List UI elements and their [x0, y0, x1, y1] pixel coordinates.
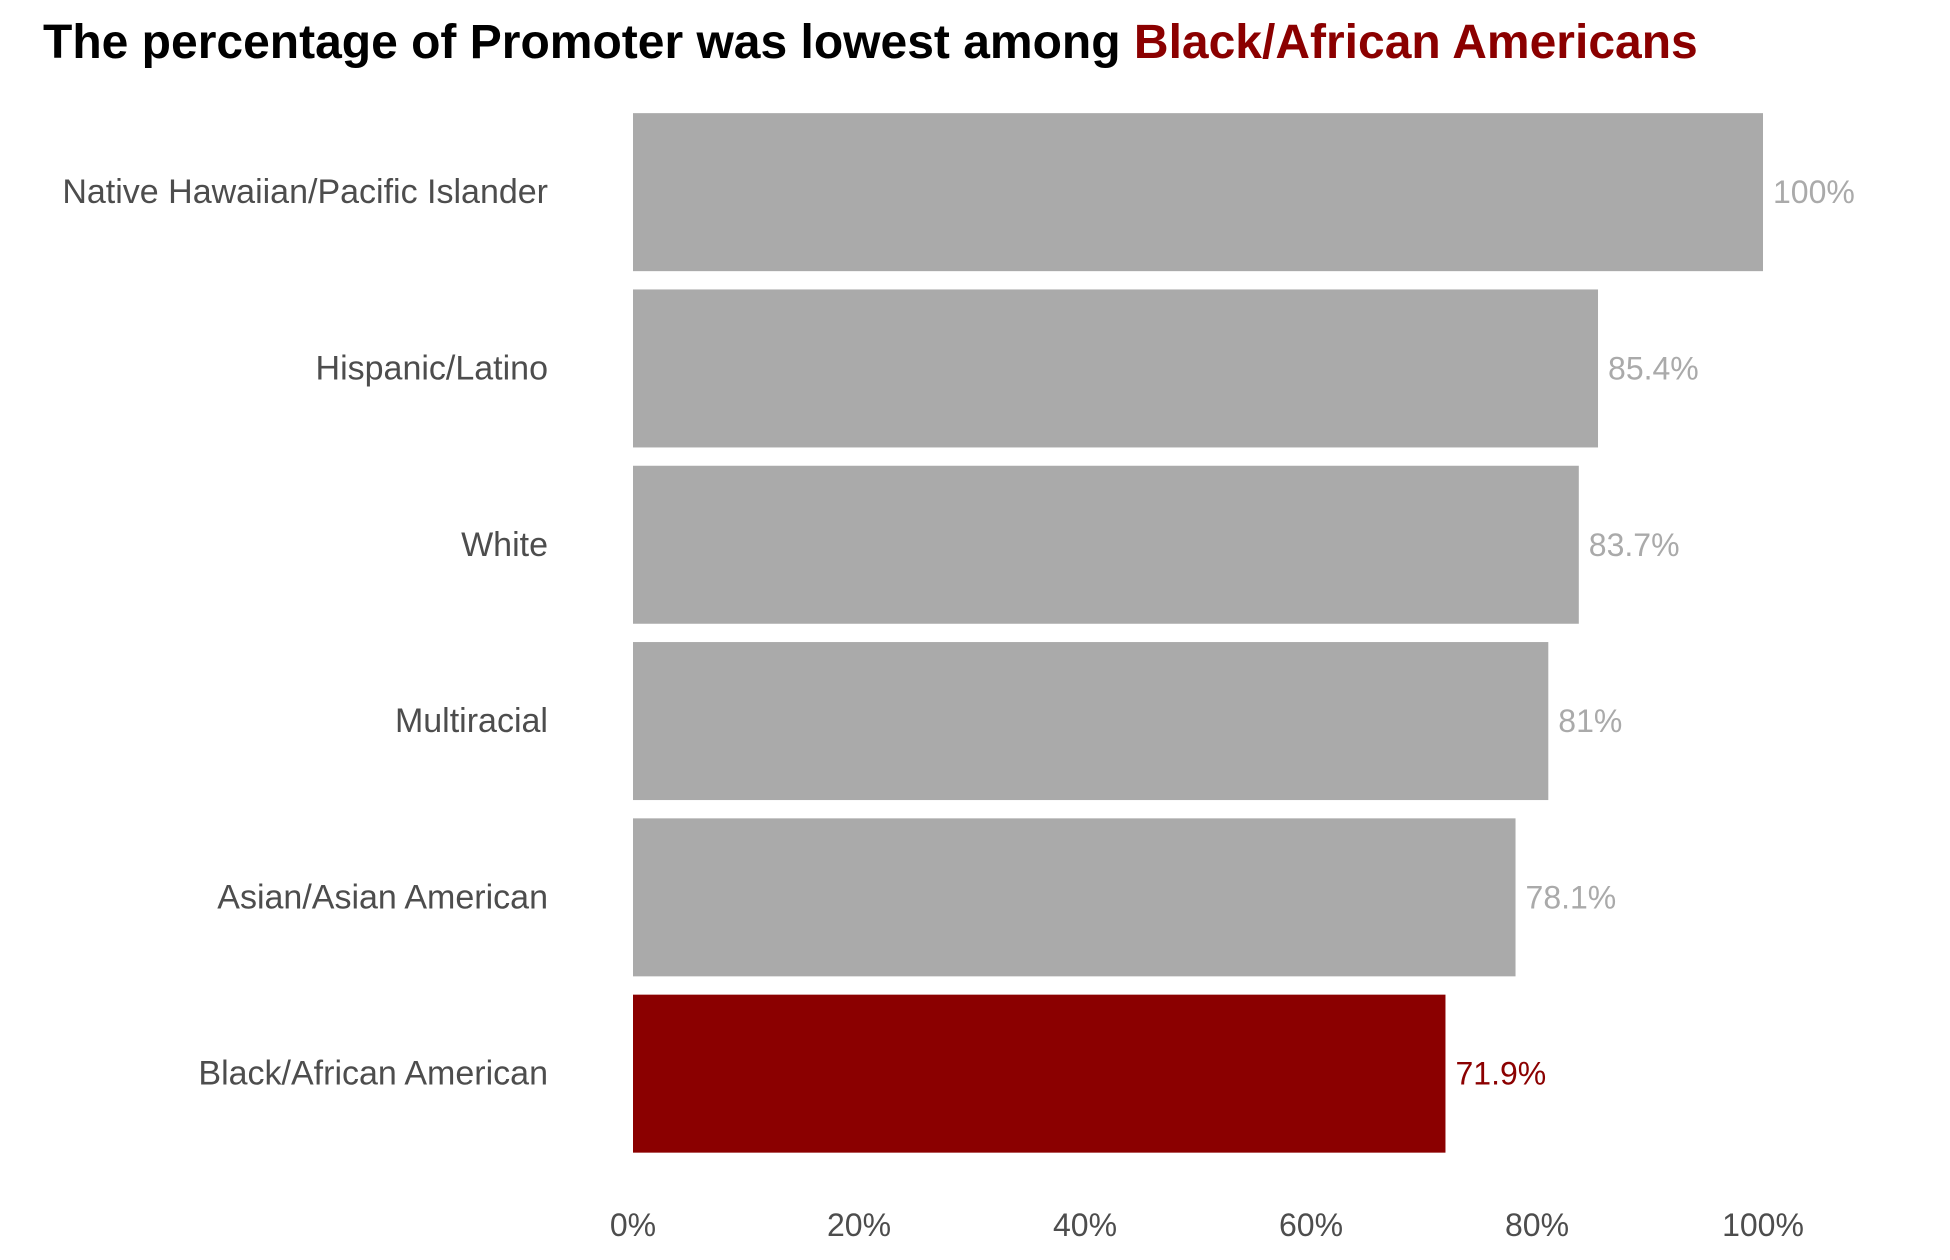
category-label: Hispanic/Latino	[316, 349, 548, 387]
bar-2	[633, 465, 1579, 624]
category-label: White	[461, 526, 548, 564]
value-label: 85.4%	[1608, 350, 1699, 386]
x-tick-label: 20%	[827, 1207, 891, 1243]
chart-title-text: The percentage of Promoter was lowest am…	[43, 16, 1121, 69]
x-tick-label: 100%	[1722, 1207, 1804, 1243]
category-label: Native Hawaiian/Pacific Islander	[62, 173, 548, 211]
bar-1	[633, 289, 1599, 448]
bar-5	[633, 994, 1446, 1153]
chart-title: The percentage of Promoter was lowest am…	[43, 10, 1698, 76]
x-tick-label: 40%	[1053, 1207, 1117, 1243]
x-tick-label: 0%	[610, 1207, 656, 1243]
category-labels-group: Native Hawaiian/Pacific Islander Hispanic…	[62, 173, 548, 1093]
value-label: 83.7%	[1589, 527, 1680, 563]
bar-4	[633, 818, 1516, 977]
bar-0	[633, 113, 1763, 272]
value-label: 78.1%	[1526, 879, 1617, 915]
category-label: Asian/Asian American	[217, 878, 548, 916]
bars-group	[633, 113, 1763, 1153]
x-axis-ticks-group: 0% 20% 40% 60% 80% 100%	[610, 1207, 1804, 1243]
bar-3	[633, 642, 1549, 801]
value-label: 71.9%	[1455, 1056, 1546, 1092]
category-label: Black/African American	[198, 1055, 548, 1093]
x-tick-label: 60%	[1279, 1207, 1343, 1243]
value-label: 100%	[1773, 174, 1855, 210]
chart-title-highlight: Black/African Americans	[1133, 16, 1698, 69]
category-label: Multiracial	[395, 702, 548, 740]
value-label: 81%	[1558, 703, 1622, 739]
value-labels-group: 100% 85.4% 83.7% 81% 78.1% 71.9%	[1455, 174, 1854, 1092]
x-tick-label: 80%	[1505, 1207, 1569, 1243]
